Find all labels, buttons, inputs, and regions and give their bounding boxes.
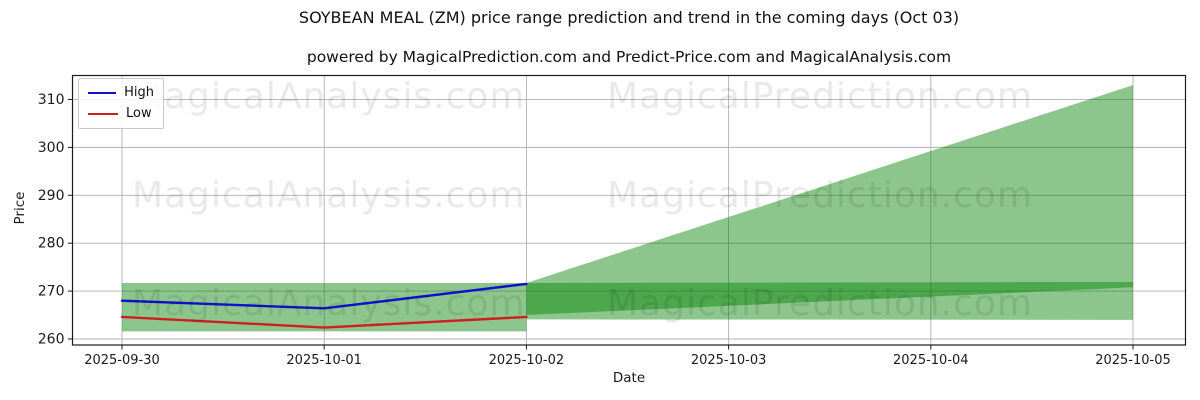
chart-title: SOYBEAN MEAL (ZM) price range prediction… (298, 8, 960, 27)
band-prediction-low-band (526, 281, 1133, 320)
legend-label-high: High (124, 85, 154, 100)
y-tick-label: 300 (38, 140, 65, 156)
y-tick-label: 290 (38, 188, 65, 204)
x-tick-label: 2025-10-05 (1095, 353, 1171, 368)
x-tick-label: 2025-10-02 (489, 353, 565, 368)
band-prediction-high-fan (526, 85, 1133, 316)
legend-item-high: High (88, 86, 154, 100)
x-tick-label: 2025-10-03 (691, 353, 767, 368)
high-line-swatch (88, 92, 117, 94)
y-tick-label: 260 (38, 332, 65, 348)
plot-border (71, 74, 1187, 346)
y-tick-label: 280 (38, 236, 65, 252)
y-tick-label: 270 (38, 284, 65, 300)
low-line (120, 315, 528, 329)
low-line-swatch (88, 113, 118, 115)
legend: High Low (78, 78, 164, 129)
legend-label-low: Low (126, 106, 152, 121)
chart-subtitle: powered by MagicalPrediction.com and Pre… (306, 48, 952, 66)
legend-item-low: Low (88, 107, 154, 121)
x-axis-label: Date (612, 370, 646, 386)
y-tick-label: 310 (38, 92, 65, 108)
x-tick-label: 2025-09-30 (84, 353, 160, 368)
x-tick-label: 2025-10-01 (286, 353, 362, 368)
x-tick-label: 2025-10-04 (893, 353, 969, 368)
high-line (120, 282, 528, 310)
y-axis-label: Price (12, 191, 28, 225)
